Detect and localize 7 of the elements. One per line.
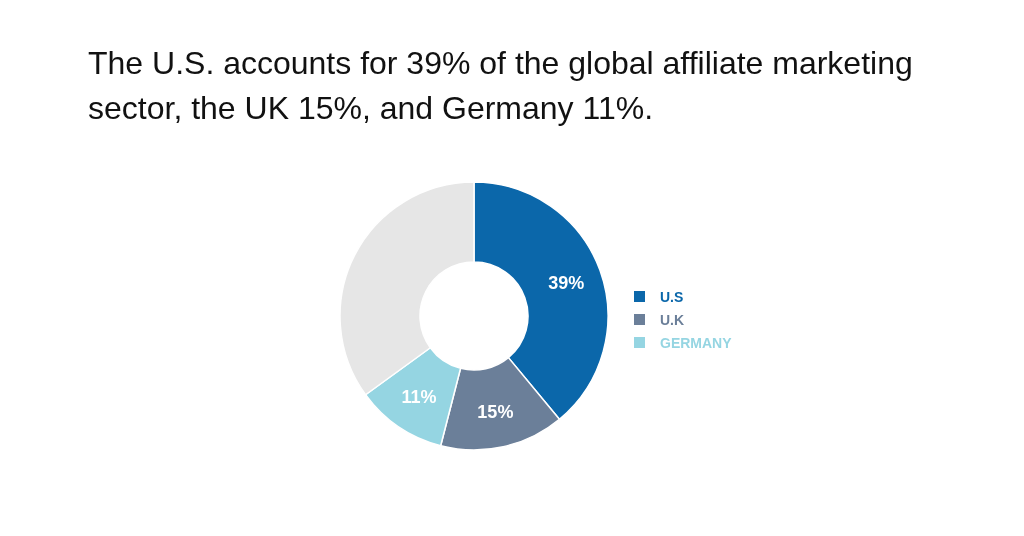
- chart-title: The U.S. accounts for 39% of the global affiliate marketing sector, the UK 15%, and Germany 11%.: [88, 45, 913, 126]
- legend-label: U.K: [660, 312, 685, 328]
- data-label: 11%: [401, 387, 437, 408]
- legend-label: U.S: [660, 289, 684, 305]
- data-label: 15%: [477, 401, 514, 422]
- data-label: 39%: [548, 273, 585, 294]
- legend-label: GERMANY: [660, 335, 733, 351]
